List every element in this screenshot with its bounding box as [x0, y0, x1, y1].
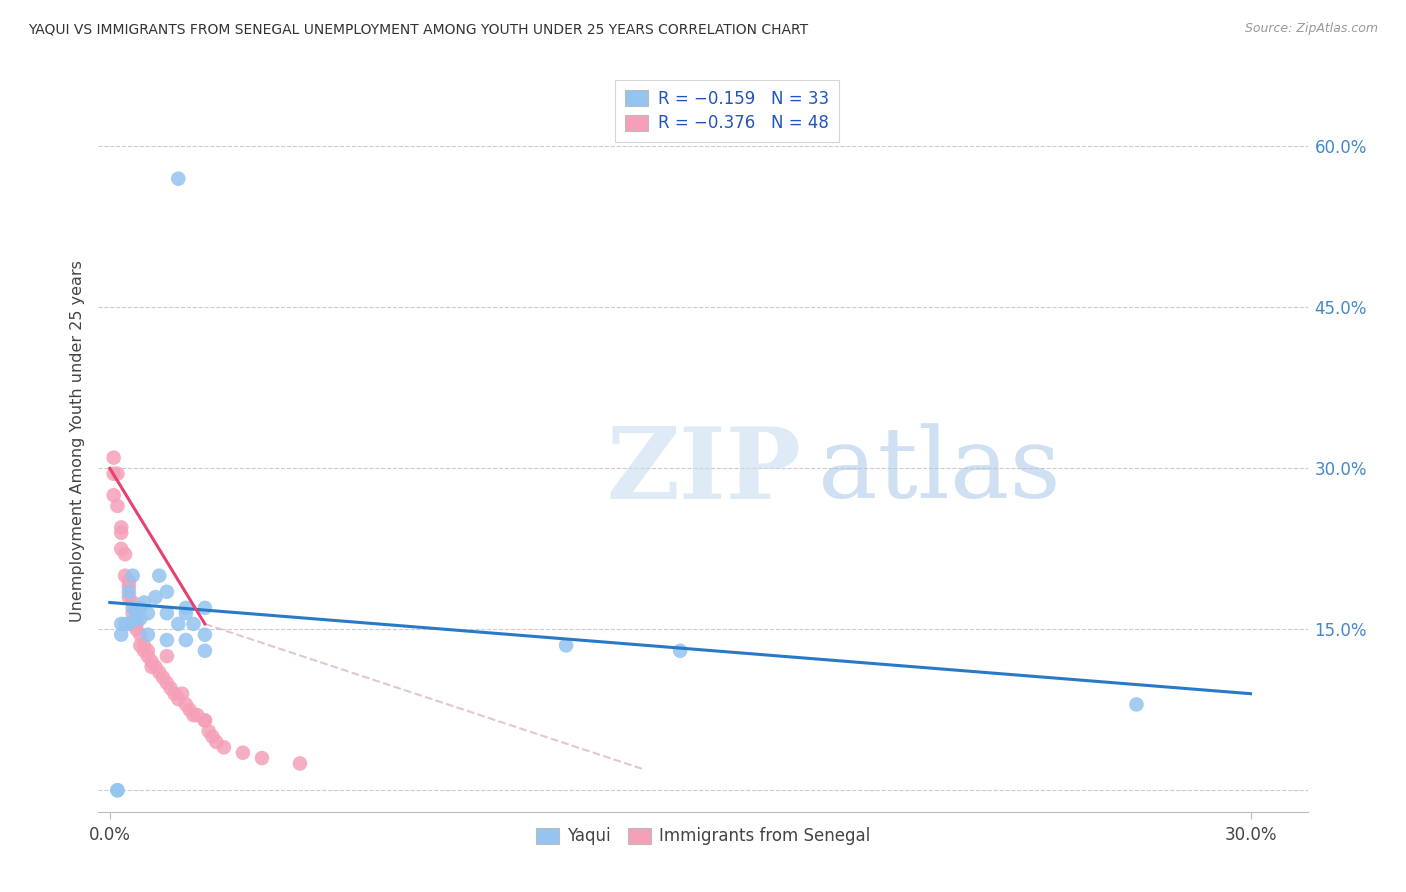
Point: [103, 467, 125, 481]
Point: [107, 499, 129, 513]
Point: [107, 783, 129, 797]
Point: [125, 616, 148, 631]
Point: [1125, 698, 1147, 712]
Point: [194, 628, 217, 642]
Point: [121, 595, 143, 609]
Point: [118, 574, 141, 588]
Point: [103, 450, 125, 465]
Point: [121, 606, 143, 620]
Point: [136, 649, 159, 664]
Point: [103, 488, 125, 502]
Point: [174, 600, 197, 615]
Point: [129, 628, 152, 642]
Point: [288, 756, 311, 771]
Point: [136, 628, 159, 642]
Point: [118, 590, 141, 604]
Point: [156, 649, 179, 664]
Point: [159, 681, 181, 696]
Point: [129, 611, 152, 625]
Text: Source: ZipAtlas.com: Source: ZipAtlas.com: [1244, 22, 1378, 36]
Point: [145, 590, 167, 604]
Point: [121, 568, 143, 582]
Point: [212, 740, 235, 755]
Point: [148, 568, 170, 582]
Point: [152, 671, 174, 685]
Point: [125, 611, 148, 625]
Point: [555, 639, 578, 653]
Point: [125, 623, 148, 637]
Point: [183, 616, 205, 631]
Point: [110, 525, 132, 540]
Text: atlas: atlas: [818, 424, 1060, 519]
Point: [121, 600, 143, 615]
Point: [170, 687, 193, 701]
Point: [669, 644, 692, 658]
Point: [118, 584, 141, 599]
Point: [129, 600, 152, 615]
Point: [107, 783, 129, 797]
Point: [156, 676, 179, 690]
Point: [163, 687, 186, 701]
Point: [110, 616, 132, 631]
Point: [183, 708, 205, 723]
Point: [156, 584, 179, 599]
Point: [194, 714, 217, 728]
Point: [167, 692, 190, 706]
Point: [145, 660, 167, 674]
Point: [110, 628, 132, 642]
Y-axis label: Unemployment Among Youth under 25 years: Unemployment Among Youth under 25 years: [70, 260, 86, 623]
Point: [148, 665, 170, 680]
Point: [194, 600, 217, 615]
Point: [201, 730, 224, 744]
Point: [141, 655, 163, 669]
Point: [197, 724, 219, 739]
Point: [167, 616, 190, 631]
Point: [132, 639, 155, 653]
Point: [232, 746, 254, 760]
Text: YAQUI VS IMMIGRANTS FROM SENEGAL UNEMPLOYMENT AMONG YOUTH UNDER 25 YEARS CORRELA: YAQUI VS IMMIGRANTS FROM SENEGAL UNEMPLO…: [28, 22, 808, 37]
Point: [174, 698, 197, 712]
Point: [250, 751, 273, 765]
Point: [136, 644, 159, 658]
Point: [167, 171, 190, 186]
Point: [156, 606, 179, 620]
Point: [118, 579, 141, 593]
Point: [132, 644, 155, 658]
Point: [186, 708, 208, 723]
Point: [194, 644, 217, 658]
Point: [121, 616, 143, 631]
Text: ZIP: ZIP: [606, 423, 801, 520]
Point: [114, 616, 136, 631]
Point: [174, 606, 197, 620]
Point: [129, 639, 152, 653]
Point: [114, 547, 136, 561]
Point: [194, 714, 217, 728]
Point: [110, 541, 132, 556]
Point: [114, 568, 136, 582]
Point: [156, 633, 179, 648]
Point: [107, 467, 129, 481]
Point: [174, 633, 197, 648]
Point: [141, 660, 163, 674]
Point: [132, 595, 155, 609]
Legend: Yaqui, Immigrants from Senegal: Yaqui, Immigrants from Senegal: [526, 817, 880, 855]
Point: [136, 606, 159, 620]
Point: [118, 616, 141, 631]
Point: [205, 735, 228, 749]
Point: [179, 703, 201, 717]
Point: [110, 520, 132, 534]
Point: [125, 606, 148, 620]
